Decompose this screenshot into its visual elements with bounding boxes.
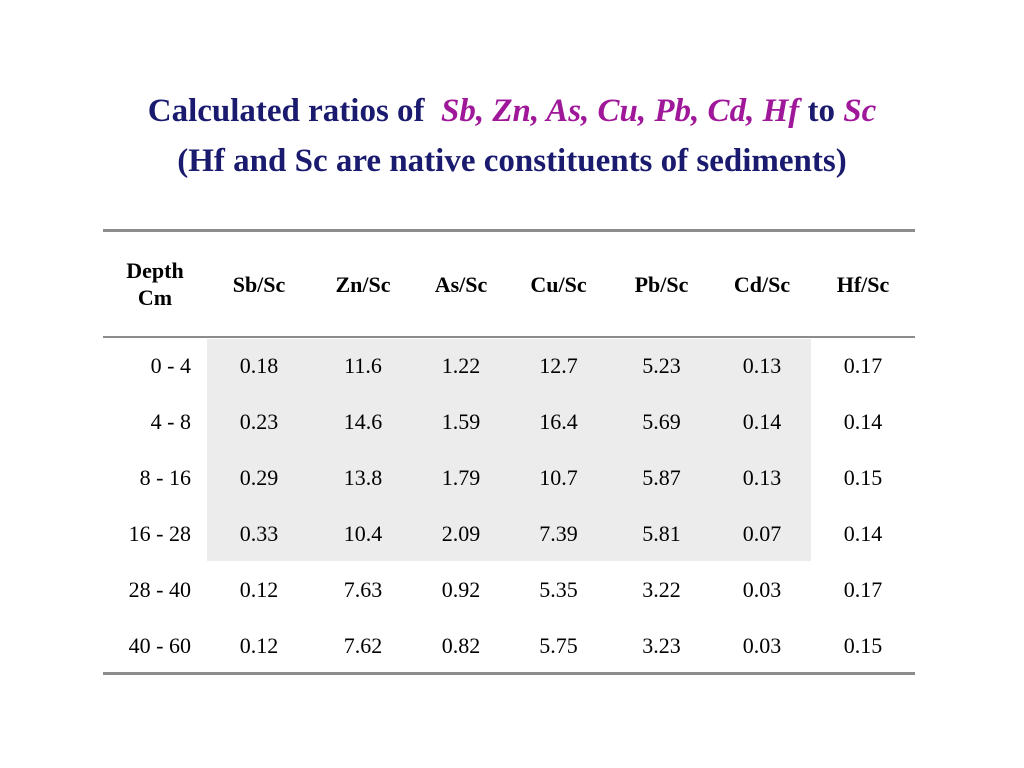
sb-sc-cell: 0.18 (239, 353, 279, 378)
title-elements: Sb, Zn, As, Cu, Pb, Cd, Hf (441, 93, 800, 129)
table-header-rule (103, 336, 915, 338)
table-row: 8 - 16 0.29 13.8 1.79 10.7 5.87 0.13 0.1… (103, 450, 915, 506)
pb-sc-cell: 5.69 (642, 409, 681, 434)
table-row: 0 - 4 0.18 11.6 1.22 12.7 5.23 0.13 0.17 (103, 336, 915, 394)
header-pb-sc: Pb/Sc (634, 271, 689, 297)
depth-cell: 16 - 28 (128, 521, 191, 546)
header-sb-sc: Sb/Sc (232, 271, 286, 297)
table-header-row: Depth Cm Sb/Sc Zn/Sc As/Sc Cu/Sc Pb/Sc C… (103, 232, 915, 336)
zn-sc-cell: 7.63 (343, 577, 383, 602)
cu-sc-cell: 5.75 (539, 633, 578, 658)
pb-sc-cell: 3.23 (642, 633, 681, 658)
table-top-rule (103, 229, 915, 232)
hf-sc-cell: 0.17 (843, 353, 883, 378)
depth-cell: 40 - 60 (128, 633, 191, 658)
header-cd-sc: Cd/Sc (733, 271, 791, 297)
sb-sc-cell: 0.33 (239, 521, 279, 546)
cu-sc-cell: 10.7 (539, 465, 578, 490)
sb-sc-cell: 0.12 (239, 577, 279, 602)
zn-sc-cell: 7.62 (343, 633, 383, 658)
depth-cell: 8 - 16 (139, 465, 191, 490)
cd-sc-cell: 0.07 (742, 521, 782, 546)
pb-sc-cell: 5.23 (642, 353, 681, 378)
pb-sc-cell: 3.22 (642, 577, 681, 602)
hf-sc-cell: 0.17 (843, 577, 883, 602)
as-sc-cell: 1.59 (441, 409, 481, 434)
depth-cell: 28 - 40 (128, 577, 191, 602)
as-sc-cell: 0.82 (441, 633, 481, 658)
zn-sc-cell: 14.6 (343, 409, 383, 434)
header-zn-sc: Zn/Sc (335, 271, 391, 297)
depth-cell: 0 - 4 (150, 353, 191, 378)
slide-title: Calculated ratios of Sb, Zn, As, Cu, Pb,… (0, 86, 1024, 186)
table-row: 40 - 60 0.12 7.62 0.82 5.75 3.23 0.03 0.… (103, 618, 915, 674)
hf-sc-cell: 0.14 (843, 521, 883, 546)
cd-sc-cell: 0.03 (742, 633, 782, 658)
hf-sc-cell: 0.14 (843, 409, 883, 434)
cd-sc-cell: 0.03 (742, 577, 782, 602)
pb-sc-cell: 5.87 (642, 465, 681, 490)
cu-sc-cell: 12.7 (539, 353, 578, 378)
hf-sc-cell: 0.15 (843, 633, 883, 658)
header-depth-line2: Cm (137, 285, 173, 310)
as-sc-cell: 2.09 (441, 521, 481, 546)
table-row: 16 - 28 0.33 10.4 2.09 7.39 5.81 0.07 0.… (103, 506, 915, 562)
header-depth: Depth Cm (103, 232, 207, 336)
table-row: 4 - 8 0.23 14.6 1.59 16.4 5.69 0.14 0.14 (103, 394, 915, 450)
table-bottom-rule (103, 672, 915, 675)
header-as-sc: As/Sc (434, 271, 488, 297)
shaded-region (207, 339, 811, 561)
title-line-2: (Hf and Sc are native constituents of se… (177, 143, 847, 179)
depth-cell: 4 - 8 (150, 409, 191, 434)
sb-sc-cell: 0.12 (239, 633, 279, 658)
cu-sc-cell: 7.39 (539, 521, 578, 546)
title-prefix: Calculated ratios of (147, 93, 425, 129)
as-sc-cell: 0.92 (441, 577, 481, 602)
cd-sc-cell: 0.14 (742, 409, 782, 434)
cd-sc-cell: 0.13 (742, 465, 782, 490)
as-sc-cell: 1.79 (441, 465, 481, 490)
cd-sc-cell: 0.13 (742, 353, 782, 378)
title-reference: Sc (843, 93, 877, 129)
zn-sc-cell: 10.4 (343, 521, 383, 546)
zn-sc-cell: 13.8 (343, 465, 383, 490)
hf-sc-cell: 0.15 (843, 465, 883, 490)
header-depth-line1: Depth (126, 258, 184, 283)
header-hf-sc: Hf/Sc (836, 271, 890, 297)
title-line-1: Calculated ratios of Sb, Zn, As, Cu, Pb,… (0, 86, 1024, 136)
ratio-table: Depth Cm Sb/Sc Zn/Sc As/Sc Cu/Sc Pb/Sc C… (103, 232, 915, 674)
as-sc-cell: 1.22 (441, 353, 481, 378)
cu-sc-cell: 5.35 (539, 577, 578, 602)
title-to: to (807, 93, 835, 129)
table-row: 28 - 40 0.12 7.63 0.92 5.35 3.22 0.03 0.… (103, 562, 915, 618)
zn-sc-cell: 11.6 (344, 353, 382, 378)
pb-sc-cell: 5.81 (642, 521, 681, 546)
header-cu-sc: Cu/Sc (530, 271, 587, 297)
sb-sc-cell: 0.23 (239, 409, 279, 434)
cu-sc-cell: 16.4 (539, 409, 578, 434)
sb-sc-cell: 0.29 (239, 465, 279, 490)
